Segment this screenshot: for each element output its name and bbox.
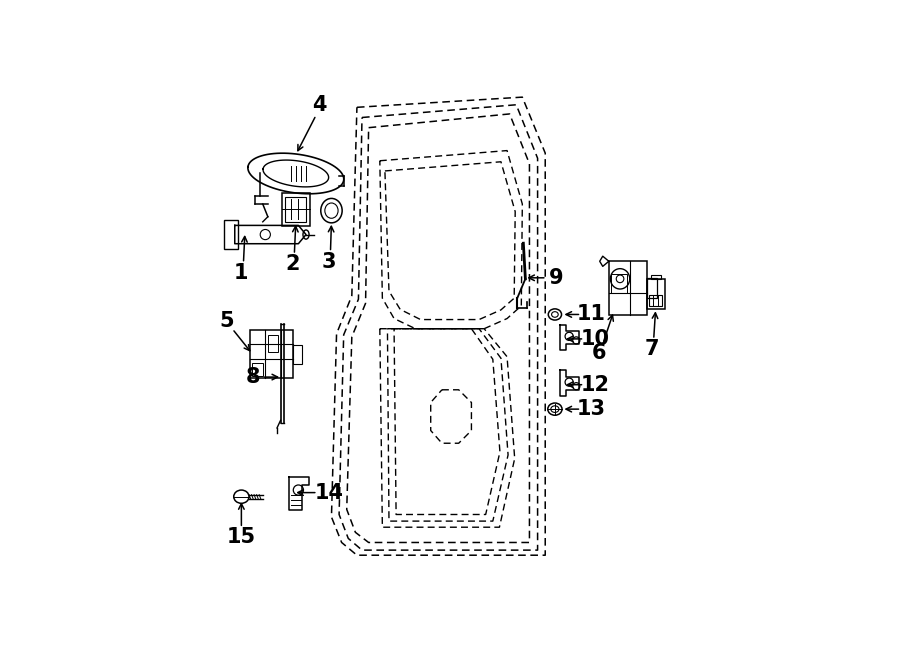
Text: 12: 12 xyxy=(580,375,609,395)
Text: 11: 11 xyxy=(577,305,606,325)
Bar xyxy=(285,196,306,221)
Bar xyxy=(649,295,662,306)
Bar xyxy=(250,330,293,378)
Bar xyxy=(646,279,665,309)
Bar xyxy=(282,192,310,225)
Bar xyxy=(651,275,661,279)
Text: 8: 8 xyxy=(246,367,260,387)
Bar xyxy=(252,363,263,376)
Text: 6: 6 xyxy=(591,343,606,363)
Bar xyxy=(293,345,302,364)
Text: 15: 15 xyxy=(227,527,256,547)
Bar xyxy=(611,274,627,293)
Text: 14: 14 xyxy=(314,483,344,502)
Text: 7: 7 xyxy=(645,339,660,359)
Text: 13: 13 xyxy=(577,399,606,419)
Bar xyxy=(647,278,657,298)
Bar xyxy=(223,220,238,249)
Text: 4: 4 xyxy=(312,95,327,115)
Bar xyxy=(609,261,647,315)
Bar xyxy=(268,335,278,352)
Text: 9: 9 xyxy=(549,268,563,288)
Text: 3: 3 xyxy=(321,252,337,272)
Text: 10: 10 xyxy=(580,329,609,349)
Text: 2: 2 xyxy=(285,254,300,274)
Text: 1: 1 xyxy=(234,262,248,283)
Text: 5: 5 xyxy=(220,311,234,331)
